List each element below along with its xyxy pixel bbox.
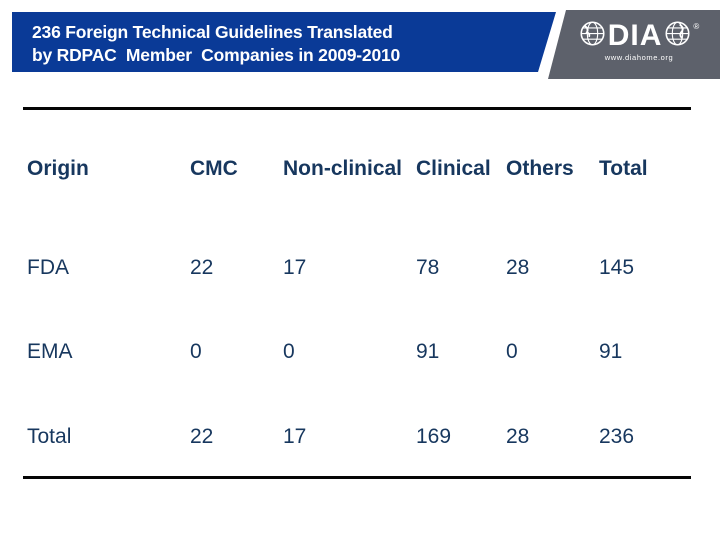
cell-value: 17 [283, 256, 307, 279]
registered-trademark-symbol: ® [693, 22, 700, 31]
cell-value: 91 [416, 340, 440, 363]
cell-value: 236 [599, 425, 635, 448]
dia-logo: DIA ® [548, 20, 720, 52]
column-header-cmc: CMC [190, 157, 238, 180]
dia-logo-panel: DIA ® www.diahome.org [548, 10, 720, 79]
row-label: EMA [27, 340, 73, 363]
cell-value: 169 [416, 425, 452, 448]
cell-value: 22 [190, 256, 214, 279]
column-header-non-clinical: Non-clinical [283, 157, 403, 180]
top-divider-line [23, 107, 691, 110]
slide-title-line-2: by RDPAC Member Companies in 2009-2010 [32, 45, 401, 65]
cell-value: 0 [506, 340, 518, 363]
globe-right-icon [664, 20, 691, 52]
column-header-clinical: Clinical [416, 157, 491, 180]
cell-value: 22 [190, 425, 214, 448]
column-header-others: Others [506, 157, 574, 180]
title-banner: 236 Foreign Technical Guidelines Transla… [12, 12, 556, 72]
row-label: FDA [27, 256, 69, 279]
column-header-origin: Origin [27, 157, 89, 180]
cell-value: 91 [599, 340, 623, 363]
cell-value: 0 [190, 340, 202, 363]
cell-value: 28 [506, 256, 530, 279]
table-row-fda: FDA 22 17 78 28 145 [0, 254, 720, 282]
cell-value: 78 [416, 256, 440, 279]
cell-value: 17 [283, 425, 307, 448]
table-row-ema: EMA 0 0 91 0 91 [0, 338, 720, 366]
bottom-divider-line [23, 476, 691, 479]
globe-left-icon [579, 20, 606, 52]
slide-title-line-1: 236 Foreign Technical Guidelines Transla… [32, 22, 393, 42]
row-label: Total [27, 425, 72, 448]
cell-value: 145 [599, 256, 635, 279]
cell-value: 28 [506, 425, 530, 448]
column-header-total: Total [599, 157, 648, 180]
dia-logo-text: DIA [607, 19, 663, 52]
table-row-total: Total 22 17 169 28 236 [0, 423, 720, 451]
cell-value: 0 [283, 340, 295, 363]
dia-logo-url: www.diahome.org [604, 53, 674, 62]
table-header-row: Origin CMC Non-clinical Clinical Others … [0, 155, 720, 183]
